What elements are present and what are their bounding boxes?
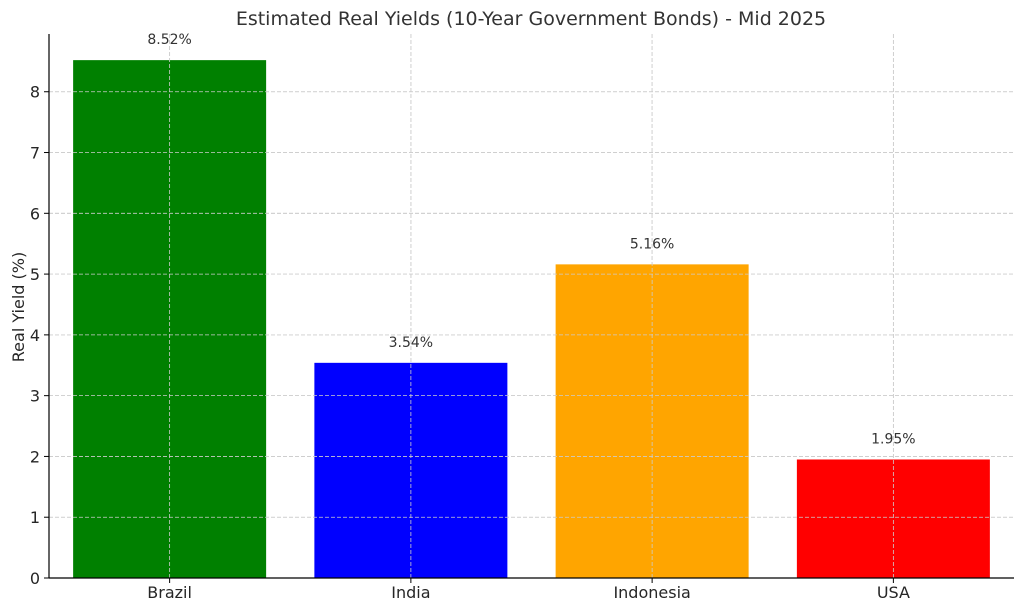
data-label: 8.52% [147, 32, 191, 48]
chart-title: Estimated Real Yields (10-Year Governmen… [236, 8, 826, 30]
y-tick-label: 4 [30, 326, 40, 345]
axes [44, 34, 1014, 583]
bars [49, 34, 1014, 579]
bar-usa [796, 459, 990, 578]
data-label: 1.95% [871, 431, 915, 447]
data-label: 5.16% [630, 236, 674, 252]
bar-india [314, 362, 508, 578]
x-tick-label: India [391, 583, 430, 602]
y-tick-label: 3 [30, 387, 40, 406]
y-tick-label: 0 [30, 569, 40, 588]
y-tick-label: 1 [30, 508, 40, 527]
data-label: 3.54% [389, 335, 433, 351]
y-tick-label: 2 [30, 447, 40, 466]
x-tick-label: Indonesia [613, 583, 690, 602]
y-tick-label: 6 [30, 204, 40, 223]
y-tick-label: 5 [30, 265, 40, 284]
y-tick-label: 8 [30, 83, 40, 102]
x-tick-label: USA [877, 583, 910, 602]
y-tick-label: 7 [30, 144, 40, 163]
x-tick-label: Brazil [147, 583, 192, 602]
y-axis-label: Real Yield (%) [9, 252, 28, 362]
labels: 0 1 2 3 4 5 6 7 8 8.52% Brazil 3.54% India 5.16% Indon… [30, 32, 916, 602]
